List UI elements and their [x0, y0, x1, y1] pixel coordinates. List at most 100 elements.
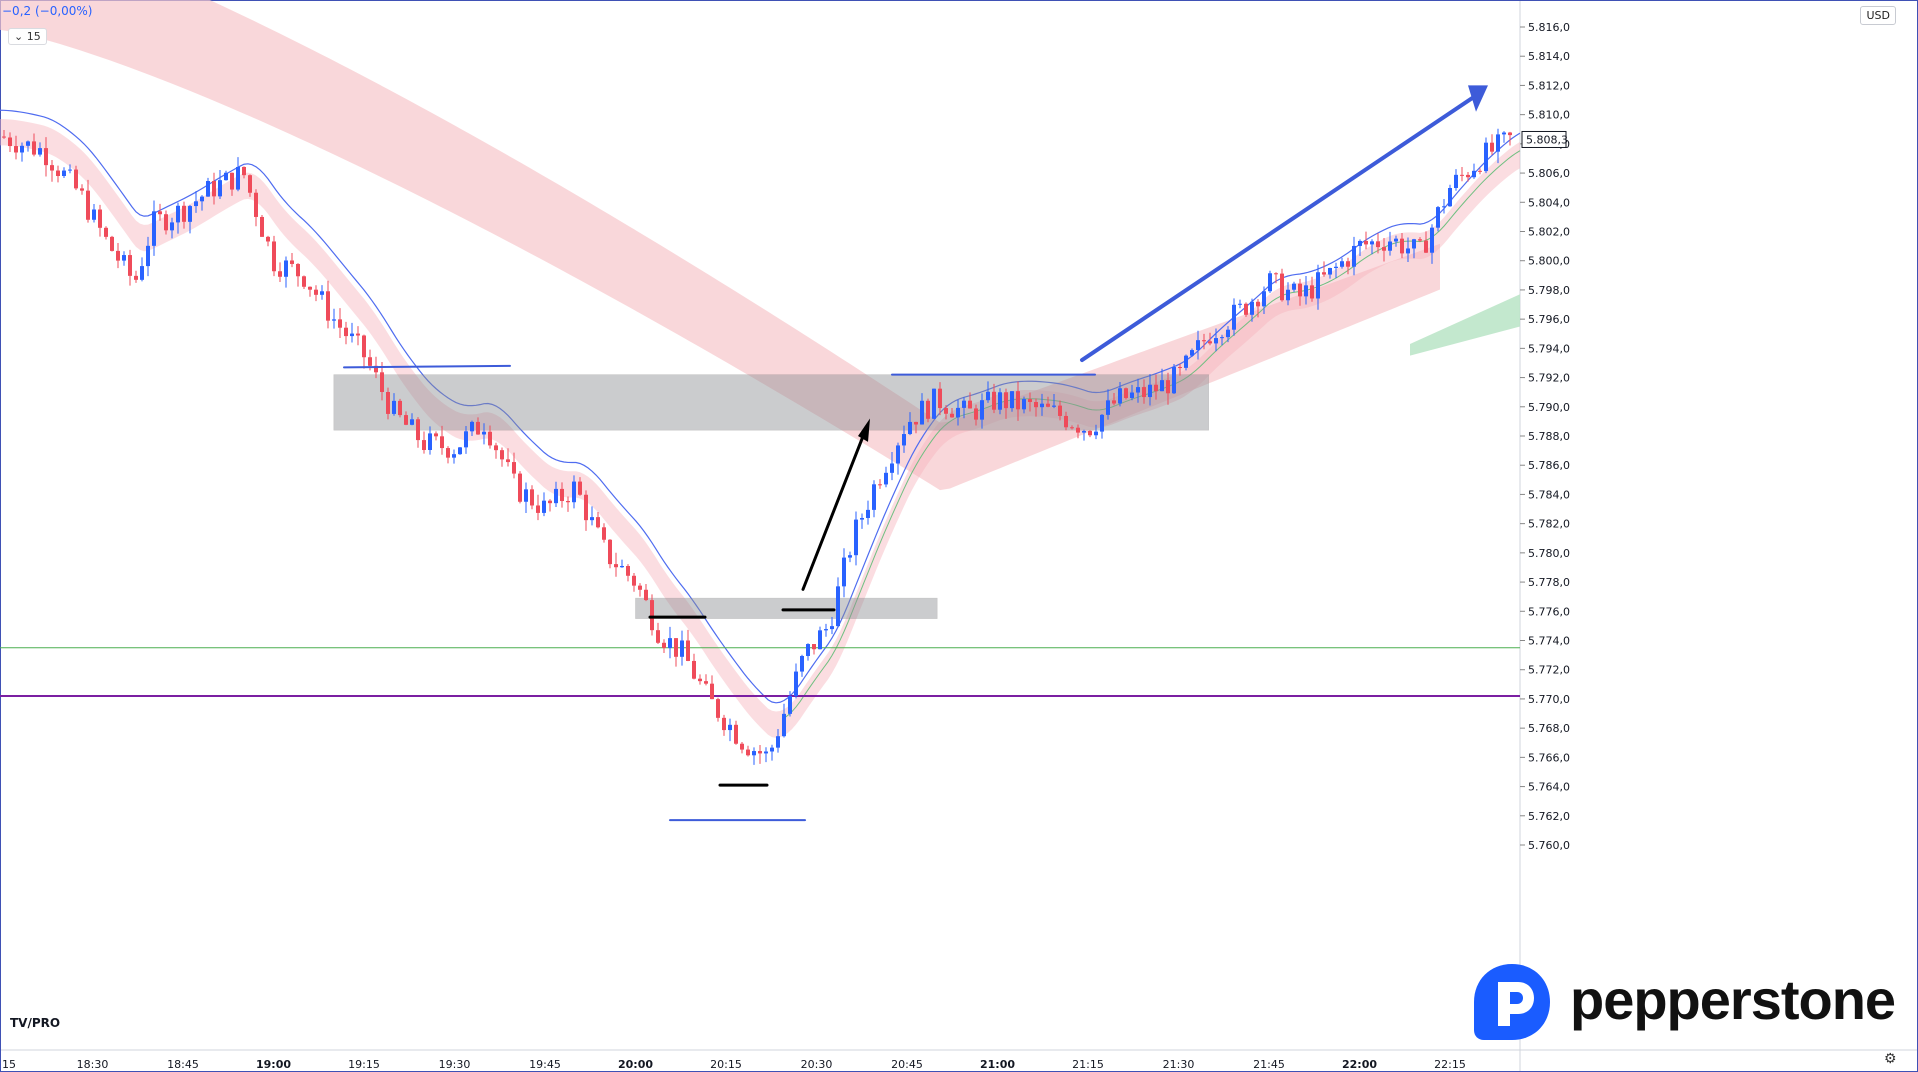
candle-body — [674, 638, 678, 657]
price-tick-label: 5.816,0 — [1528, 21, 1570, 34]
price-change-legend: −0,2 (−0,00%) — [2, 4, 93, 18]
price-tick-label: 5.794,0 — [1528, 342, 1570, 355]
candle-body — [746, 749, 750, 756]
slow-cloud — [0, 0, 1520, 491]
candle-body — [914, 421, 918, 425]
candle-body — [698, 678, 702, 682]
candle-body — [950, 413, 954, 418]
candle-body — [1022, 399, 1026, 410]
candle-body — [1478, 170, 1482, 172]
candle-body — [1082, 430, 1086, 433]
candle-body — [1040, 403, 1044, 408]
price-tick-label: 5.792,0 — [1528, 372, 1570, 385]
candle-body — [458, 447, 462, 455]
gear-icon[interactable]: ⚙ — [1884, 1050, 1897, 1066]
blue-trend-arrow-head — [1468, 85, 1488, 112]
candle-body — [1298, 283, 1302, 297]
candle-body — [1178, 367, 1182, 369]
candle-body — [1160, 380, 1164, 392]
candle-body — [1220, 337, 1224, 339]
candle-body — [488, 431, 492, 446]
last-price-badge — [1521, 130, 1567, 148]
candle-body — [230, 172, 234, 190]
candle-body — [1034, 401, 1038, 408]
time-tick-label: 21:15 — [1072, 1058, 1104, 1071]
candle-body — [638, 585, 642, 590]
time-tick-label: 19:00 — [256, 1058, 291, 1071]
candle-body — [1076, 427, 1080, 433]
time-tick-label: 20:45 — [891, 1058, 923, 1071]
candle-body — [704, 681, 708, 684]
price-tick-label: 5.778,0 — [1528, 576, 1570, 589]
candle-body — [494, 445, 498, 451]
candle-body — [998, 392, 1002, 410]
candle-body — [992, 391, 996, 410]
candle-body — [692, 660, 696, 679]
candle-body — [452, 454, 456, 458]
candle-body — [482, 431, 486, 435]
currency-badge[interactable]: USD — [1860, 6, 1896, 25]
candle-body — [200, 196, 204, 202]
candle-body — [20, 145, 24, 153]
annotations — [343, 85, 1488, 822]
price-tick-label: 5.790,0 — [1528, 401, 1570, 414]
candle-body — [1118, 388, 1122, 404]
candle-body — [206, 181, 210, 197]
candle-body — [926, 400, 930, 419]
candle-body — [1268, 273, 1272, 292]
candle-body — [1412, 239, 1416, 249]
candle-body — [512, 462, 516, 474]
time-tick-label: 18:30 — [77, 1058, 109, 1071]
candle-body — [974, 408, 978, 420]
candle-body — [410, 419, 414, 425]
candle-body — [794, 671, 798, 696]
candle-body — [1322, 272, 1326, 275]
candle-body — [644, 589, 648, 601]
candle-body — [392, 400, 396, 414]
candle-body — [938, 388, 942, 409]
candle-body — [26, 141, 30, 146]
candle-body — [1352, 245, 1356, 267]
time-tick-label: 19:45 — [529, 1058, 561, 1071]
candle-body — [290, 260, 294, 264]
candle-body — [752, 751, 756, 756]
candle-body — [1424, 240, 1428, 253]
candle-body — [536, 505, 540, 513]
candle-body — [656, 630, 660, 643]
candle-body — [524, 489, 528, 502]
price-tick-label: 5.800,0 — [1528, 255, 1570, 268]
candle-body — [890, 463, 894, 473]
candle-body — [1304, 285, 1308, 297]
price-tick-label: 5.762,0 — [1528, 810, 1570, 823]
candle-body — [824, 629, 828, 631]
candle-body — [554, 488, 558, 504]
tradingview-logo: TV/PRO — [10, 1016, 60, 1030]
candle-body — [374, 365, 378, 373]
candle-body — [224, 172, 228, 181]
candle-body — [608, 539, 612, 565]
candle-body — [1154, 384, 1158, 392]
price-tick-label: 5.772,0 — [1528, 664, 1570, 677]
candle-body — [722, 717, 726, 731]
candle-body — [956, 407, 960, 418]
candle-body — [1274, 273, 1278, 275]
price-tick-label: 5.782,0 — [1528, 518, 1570, 531]
candle-body — [170, 222, 174, 231]
candle-body — [440, 436, 444, 449]
candle-body — [584, 494, 588, 521]
candle-body — [1010, 391, 1014, 409]
candle-body — [1244, 303, 1248, 315]
candle-body — [1490, 142, 1494, 152]
candle-body — [884, 472, 888, 485]
price-tick-label: 5.796,0 — [1528, 313, 1570, 326]
candle-body — [14, 146, 18, 153]
candle-body — [1448, 187, 1452, 207]
candle-body — [368, 357, 372, 366]
candles — [2, 128, 1512, 765]
candle-body — [1358, 240, 1362, 246]
candle-body — [842, 557, 846, 587]
interval-selector[interactable]: ⌄ 15 — [8, 28, 47, 45]
candle-body — [1472, 170, 1476, 178]
candle-body — [944, 408, 948, 414]
